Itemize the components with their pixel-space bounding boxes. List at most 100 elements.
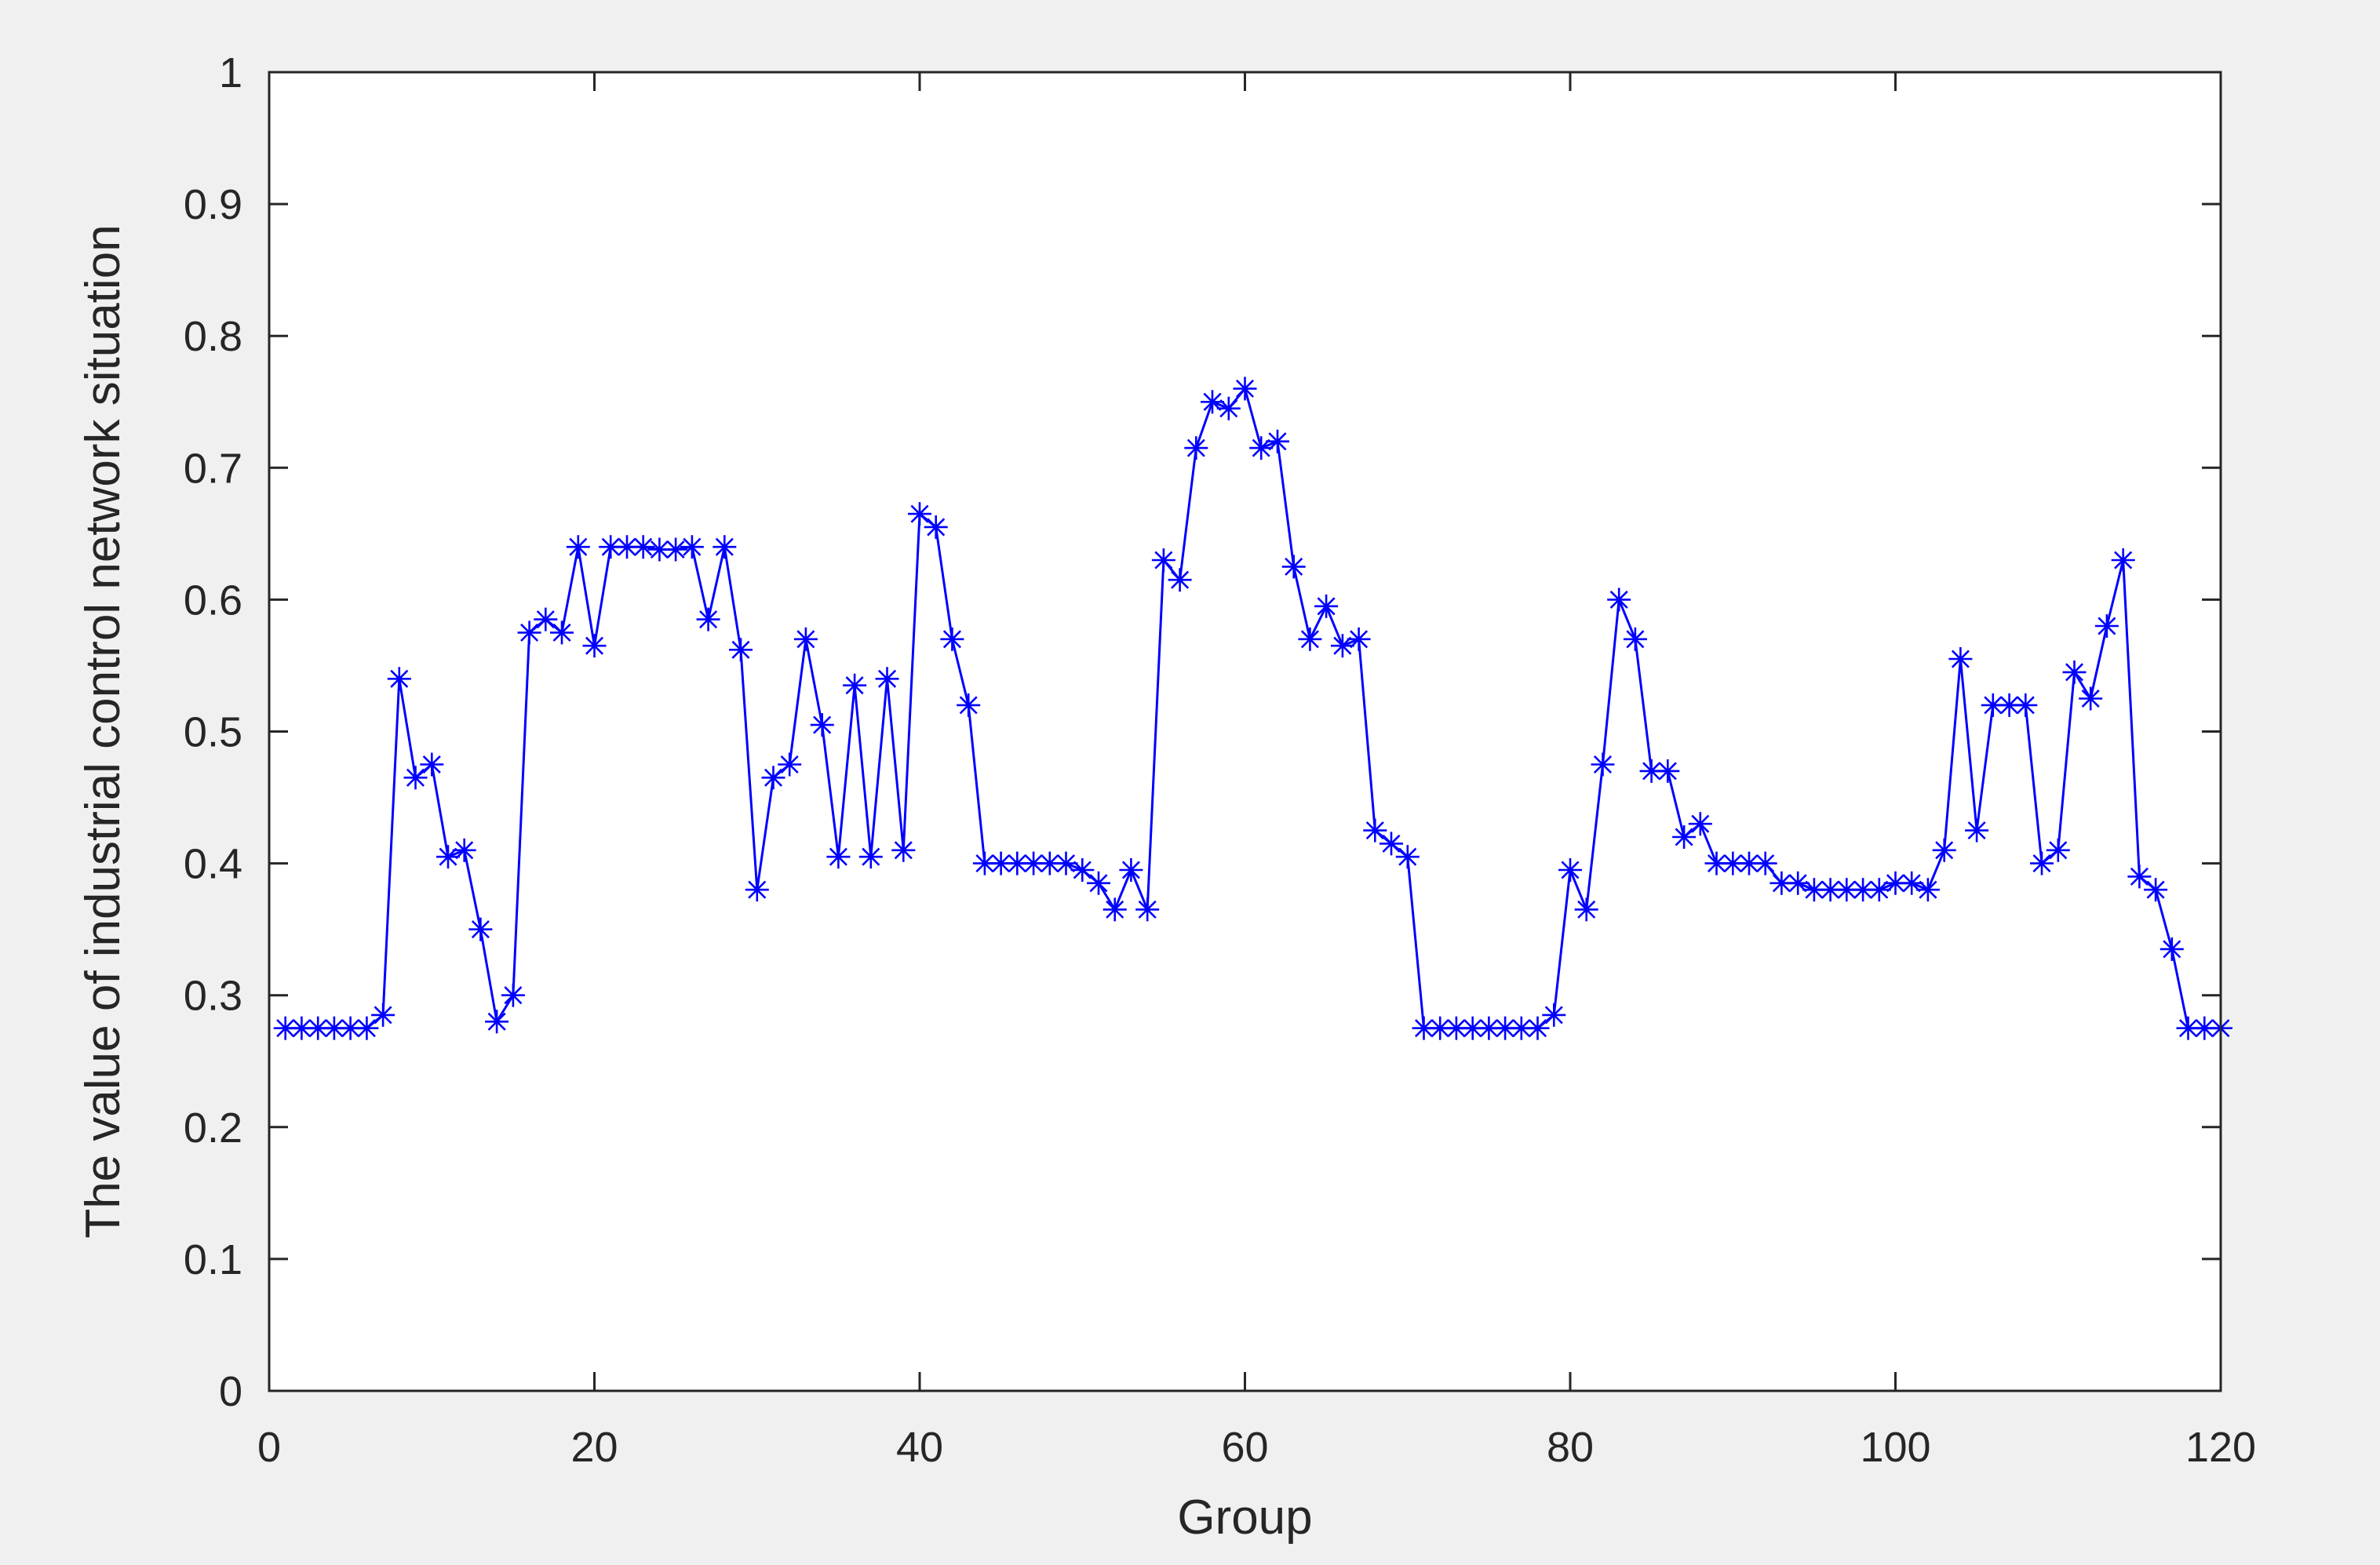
data-point-marker (729, 638, 753, 662)
marker-stroke (1707, 854, 1726, 873)
data-point-marker (1380, 832, 1403, 856)
marker-stroke (1951, 650, 1970, 668)
marker-stroke (1252, 439, 1270, 457)
marker-stroke (1967, 821, 1986, 840)
marker-stroke (1317, 597, 1336, 616)
marker-stroke (1512, 1019, 1531, 1038)
data-point-marker (1298, 627, 1322, 651)
data-point-marker (2062, 660, 2087, 684)
data-point-marker (778, 752, 802, 777)
marker-stroke (1528, 1019, 1547, 1038)
marker-stroke (1138, 900, 1157, 919)
data-point-marker (2159, 937, 2184, 961)
marker-stroke (1772, 874, 1791, 893)
marker-stroke (2178, 1019, 2198, 1038)
data-point-marker (1770, 871, 1794, 895)
marker-stroke (1463, 1019, 1482, 1038)
data-point-marker (322, 1016, 346, 1040)
data-point-marker (1883, 871, 1908, 895)
marker-stroke (2195, 1019, 2214, 1038)
data-point-marker (2127, 864, 2152, 889)
data-point-marker (1915, 878, 1940, 902)
data-point-marker (1623, 627, 1647, 651)
marker-stroke (1235, 379, 1255, 398)
data-point-marker (1395, 845, 1420, 869)
data-point-marker (1591, 752, 1615, 777)
marker-stroke (406, 768, 425, 787)
marker-stroke (1626, 630, 1645, 649)
marker-stroke (1561, 861, 1580, 879)
data-point-marker (631, 535, 655, 559)
marker-stroke (1268, 432, 1287, 451)
marker-stroke (1593, 755, 1613, 774)
y-tick-label: 0.6 (184, 577, 242, 624)
data-point-marker (908, 502, 931, 526)
marker-stroke (2114, 551, 2133, 570)
marker-stroke (1902, 874, 1921, 893)
marker-stroke (959, 696, 978, 715)
marker-stroke (2163, 940, 2181, 959)
marker-stroke (357, 1019, 376, 1038)
marker-stroke (1675, 828, 1693, 846)
marker-stroke (471, 920, 490, 939)
marker-stroke (699, 610, 718, 629)
marker-stroke (780, 755, 799, 774)
data-point-marker (1216, 396, 1241, 420)
data-point-marker (2079, 686, 2103, 711)
marker-stroke (650, 540, 669, 559)
marker-stroke (1740, 854, 1759, 873)
data-point-marker (1542, 1003, 1566, 1027)
data-point-marker (371, 1003, 395, 1027)
marker-stroke (1219, 399, 1238, 418)
data-point-marker (1347, 627, 1371, 651)
data-point-marker (452, 838, 476, 862)
marker-stroke (1658, 762, 1677, 781)
data-point-marker (1948, 647, 1973, 671)
x-tick-label: 40 (896, 1424, 943, 1471)
data-point-marker (1688, 812, 1712, 836)
data-point-marker (1233, 377, 1257, 401)
marker-stroke (813, 715, 832, 734)
marker-stroke (439, 847, 457, 866)
marker-stroke (2098, 617, 2116, 635)
marker-stroke (1479, 1019, 1498, 1038)
data-point-marker (355, 1016, 379, 1040)
marker-stroke (536, 610, 555, 629)
marker-stroke (1837, 880, 1856, 899)
data-point-marker (2144, 878, 2168, 902)
data-point-marker (1867, 878, 1891, 902)
marker-stroke (1935, 841, 1954, 860)
marker-stroke (1154, 551, 1173, 570)
marker-stroke (1333, 636, 1352, 655)
data-point-marker (2111, 548, 2135, 572)
marker-stroke (2049, 841, 2068, 860)
marker-stroke (308, 1019, 327, 1038)
marker-stroke (975, 854, 994, 873)
marker-stroke (2081, 689, 2100, 708)
marker-stroke (894, 841, 913, 860)
data-point-marker (550, 621, 574, 645)
data-point-marker (1965, 818, 1989, 843)
data-point-marker (485, 1010, 509, 1034)
data-point-marker (1249, 436, 1274, 460)
data-point-marker (468, 917, 493, 941)
data-point-marker (1087, 871, 1110, 895)
marker-stroke (1919, 880, 1937, 899)
axis-tick-labels: 0 20 40 60 80 100 120 0 0.1 0.2 0.3 0.4 0.5 0.6 0.7 0.8… (184, 49, 2256, 1471)
marker-stroke (1691, 814, 1710, 833)
marker-stroke (764, 768, 783, 787)
marker-stroke (341, 1019, 360, 1038)
x-tick-label: 0 (257, 1424, 281, 1471)
marker-stroke (2000, 696, 2019, 715)
marker-stroke (2032, 854, 2051, 873)
marker-stroke (927, 518, 946, 537)
y-tick-label: 0.8 (184, 313, 242, 360)
data-point-marker (1932, 838, 1956, 862)
marker-stroke (1056, 854, 1076, 873)
marker-stroke (666, 540, 685, 559)
data-point-marker (387, 667, 411, 691)
marker-stroke (1024, 854, 1043, 873)
marker-stroke (374, 1006, 392, 1025)
y-tick-label: 0.3 (184, 973, 242, 1020)
data-point-marker (1281, 555, 1306, 579)
